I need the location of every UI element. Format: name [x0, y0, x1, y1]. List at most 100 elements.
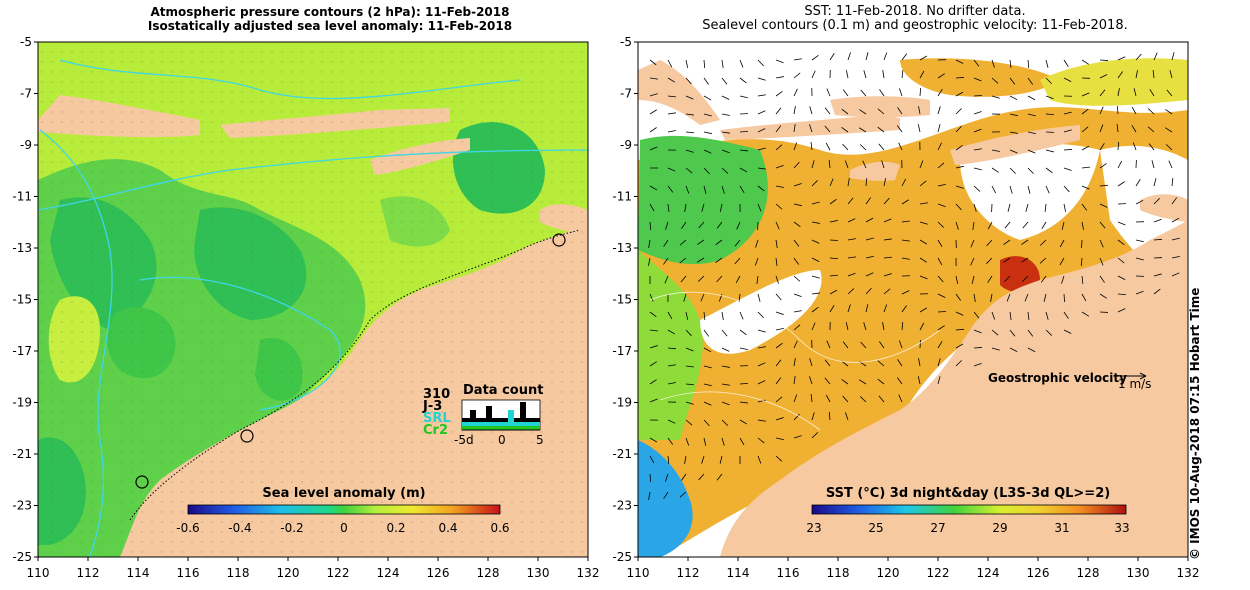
velocity-arrow — [697, 257, 705, 263]
velocity-arrow — [865, 177, 868, 187]
velocity-arrow — [841, 108, 849, 115]
velocity-arrow — [987, 275, 993, 283]
velocity-arrow — [775, 359, 782, 367]
velocity-arrow — [649, 345, 658, 349]
velocity-arrow — [703, 113, 712, 117]
velocity-arrow — [937, 257, 943, 266]
velocity-arrow — [973, 203, 977, 212]
velocity-arrow — [1039, 257, 1047, 264]
velocity-arrow — [973, 347, 983, 349]
velocity-arrow — [1039, 239, 1047, 246]
velocity-arrow — [1022, 275, 1029, 282]
velocity-arrow — [918, 106, 921, 115]
x-tick-label: 128 — [1077, 566, 1100, 580]
velocity-arrow — [883, 288, 891, 295]
velocity-arrow — [883, 238, 892, 241]
velocity-arrow — [955, 59, 964, 64]
velocity-arrow — [793, 310, 802, 313]
velocity-arrow — [757, 346, 766, 349]
left-title-line2: Isostatically adjusted sea level anomaly… — [147, 19, 513, 33]
velocity-arrow — [649, 379, 657, 385]
velocity-arrow — [1099, 143, 1105, 151]
velocity-arrow — [1135, 70, 1138, 79]
velocity-arrow — [1117, 257, 1125, 264]
data-count-tick: 0 — [498, 433, 506, 447]
velocity-arrow — [847, 238, 856, 241]
velocity-arrow — [1009, 59, 1012, 68]
y-tick-label: -9 — [620, 138, 632, 152]
velocity-arrow — [715, 239, 723, 246]
velocity-arrow — [685, 131, 695, 134]
velocity-arrow — [739, 401, 748, 404]
velocity-arrow — [739, 77, 747, 84]
y-tick-label: -5 — [20, 35, 32, 49]
y-tick-label: -23 — [612, 499, 632, 513]
right-land-mainland — [720, 220, 1188, 557]
pressure-contours — [38, 59, 588, 557]
velocity-arrow — [1171, 272, 1180, 277]
velocity-arrow — [721, 347, 730, 352]
velocity-arrow — [842, 395, 849, 403]
velocity-arrow — [898, 142, 903, 151]
velocity-arrow — [829, 304, 835, 313]
y-tick-label: -7 — [20, 87, 32, 101]
velocity-arrow — [757, 185, 765, 192]
velocity-arrow — [811, 54, 819, 61]
velocity-arrow — [721, 131, 730, 134]
velocity-arrow — [1027, 113, 1036, 117]
velocity-arrow — [775, 328, 784, 331]
velocity-arrow — [1027, 167, 1034, 175]
velocity-arrow — [879, 341, 885, 349]
velocity-arrow — [681, 221, 687, 229]
velocity-arrow — [775, 125, 782, 133]
velocity-arrow — [919, 87, 922, 97]
y-tick-label: -17 — [612, 344, 632, 358]
velocity-arrow — [1027, 95, 1036, 101]
tide-gauge-marker[interactable] — [552, 233, 566, 247]
velocity-arrow — [739, 382, 749, 385]
left-colorbar-tick: 0.6 — [490, 521, 509, 535]
velocity-arrow — [919, 275, 928, 280]
right-colorbar-gradient — [811, 504, 1127, 515]
velocity-arrow — [986, 257, 993, 264]
velocity-arrow — [793, 58, 802, 61]
velocity-arrow — [1147, 126, 1155, 133]
velocity-arrow — [649, 398, 658, 403]
velocity-arrow — [775, 107, 782, 115]
velocity-arrow — [793, 142, 798, 151]
data-count-title: Data count — [463, 383, 543, 398]
y-tick-label: -25 — [612, 550, 632, 564]
velocity-arrow — [841, 126, 849, 133]
velocity-arrow — [973, 185, 981, 192]
velocity-arrow — [775, 144, 783, 151]
velocity-arrow — [1171, 237, 1180, 241]
velocity-arrow — [679, 491, 687, 498]
velocity-arrow — [901, 321, 904, 331]
velocity-arrow — [648, 257, 651, 266]
velocity-arrow — [1063, 59, 1069, 67]
velocity-arrow — [793, 358, 796, 367]
velocity-arrow — [1153, 178, 1157, 187]
velocity-arrow — [1059, 239, 1065, 248]
x-tick-label: 132 — [577, 566, 600, 580]
velocity-arrow — [955, 275, 959, 284]
tide-gauge-marker[interactable] — [135, 475, 149, 489]
velocity-arrow — [829, 53, 835, 61]
velocity-arrow — [1135, 239, 1144, 243]
velocity-arrow — [1063, 311, 1069, 319]
velocity-arrow — [1081, 126, 1089, 133]
copyright-label: © IMOS 10-Aug-2018 07:15 Hobart Time — [1188, 287, 1202, 560]
velocity-arrow — [680, 275, 687, 283]
velocity-arrow — [667, 437, 674, 445]
velocity-arrow — [1081, 275, 1084, 284]
velocity-arrow — [937, 124, 941, 133]
velocity-arrow — [1009, 131, 1018, 134]
tide-gauge-marker[interactable] — [240, 429, 254, 443]
left-x-axis: 110 112 114 116 118 120 122 124 126 128 130 132 — [27, 557, 600, 580]
left-colorbar-tick: -0.2 — [280, 521, 303, 535]
velocity-arrow — [878, 395, 885, 403]
velocity-arrow — [649, 203, 655, 212]
velocity-arrow — [1061, 221, 1065, 230]
velocity-arrow — [721, 329, 728, 337]
velocity-arrow — [793, 88, 798, 97]
